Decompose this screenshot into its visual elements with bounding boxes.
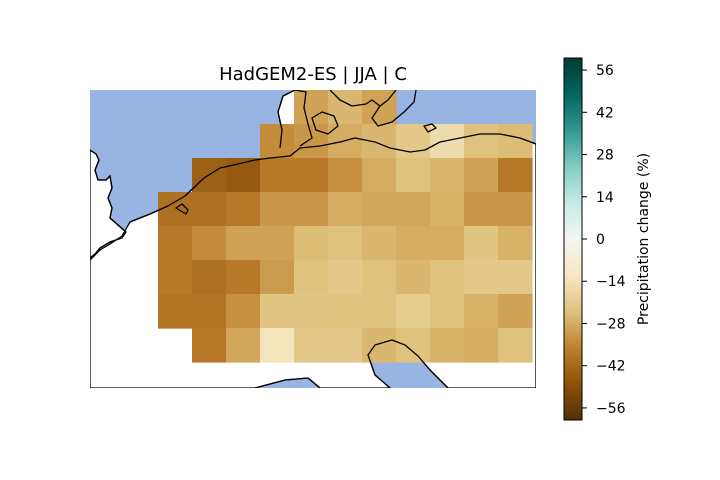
grid-cell-r4-c10 xyxy=(430,226,465,261)
colorbar-tick-label: 42 xyxy=(596,105,614,121)
grid-cell-r1-c9 xyxy=(396,124,431,159)
coastline-denmark xyxy=(277,90,313,149)
grid-cell-r6-c9 xyxy=(396,294,431,329)
grid-cell-r7-c3 xyxy=(192,328,227,363)
coastlines xyxy=(90,90,536,388)
grid-cell-r7-c4 xyxy=(226,328,261,363)
coastline-north-sea xyxy=(129,133,536,223)
grid-cell-r5-c6 xyxy=(294,260,329,295)
grid-cell-r2-c9 xyxy=(396,158,431,193)
grid-cell-r2-c11 xyxy=(464,158,499,193)
grid-cell-r4-c3 xyxy=(192,226,227,261)
grid-cell-r2-c7 xyxy=(328,158,363,193)
grid-cell-r5-c2 xyxy=(158,260,193,295)
grid-cell-r3-c10 xyxy=(430,192,465,227)
grid-cell-r7-c8 xyxy=(362,328,397,363)
colorbar-tick-label: 56 xyxy=(596,63,614,79)
precipitation-grid xyxy=(158,90,533,363)
colorbar: 56 42 28 14 0 −14 −28 −42 −56 Precipitation chan… xyxy=(563,57,652,421)
grid-cell-r3-c4 xyxy=(226,192,261,227)
grid-cell-r3-c9 xyxy=(396,192,431,227)
grid-cell-r4-c11 xyxy=(464,226,499,261)
grid-cell-r5-c9 xyxy=(396,260,431,295)
grid-cell-r6-c7 xyxy=(328,294,363,329)
map-area xyxy=(90,90,536,388)
grid-cell-r2-c4 xyxy=(226,158,261,193)
grid-cell-r7-c11 xyxy=(464,328,499,363)
grid-cell-r7-c12 xyxy=(498,328,533,363)
grid-cell-r1-c12 xyxy=(498,124,533,159)
grid-cell-r5-c7 xyxy=(328,260,363,295)
grid-cell-r4-c7 xyxy=(328,226,363,261)
grid-cell-r4-c6 xyxy=(294,226,329,261)
colorbar-tick-label: 0 xyxy=(596,232,605,248)
grid-cell-r7-c9 xyxy=(396,328,431,363)
colorbar-tick-label: −14 xyxy=(596,274,626,290)
grid-cell-r3-c8 xyxy=(362,192,397,227)
grid-cell-r3-c3 xyxy=(192,192,227,227)
grid-cell-r6-c8 xyxy=(362,294,397,329)
grid-cell-r3-c12 xyxy=(498,192,533,227)
grid-cell-r6-c10 xyxy=(430,294,465,329)
grid-cell-r6-c5 xyxy=(260,294,295,329)
grid-cell-r2-c5 xyxy=(260,158,295,193)
grid-cell-r3-c11 xyxy=(464,192,499,227)
grid-cell-r5-c8 xyxy=(362,260,397,295)
colorbar-ticks: 56 42 28 14 0 −14 −28 −42 −56 xyxy=(582,63,626,417)
colorbar-tick-label: −56 xyxy=(596,401,626,417)
grid-cell-r0-c6 xyxy=(294,90,329,125)
grid-cell-r1-c8 xyxy=(362,124,397,159)
grid-cell-r5-c3 xyxy=(192,260,227,295)
coastline-sweden-south xyxy=(371,90,417,127)
colorbar-tick-label: 14 xyxy=(596,190,614,206)
grid-cell-r3-c6 xyxy=(294,192,329,227)
grid-cell-r5-c4 xyxy=(226,260,261,295)
grid-cell-r6-c11 xyxy=(464,294,499,329)
grid-cell-r2-c6 xyxy=(294,158,329,193)
coastline-britain xyxy=(90,149,127,259)
coastline-baltic-island xyxy=(423,123,437,133)
grid-cell-r6-c6 xyxy=(294,294,329,329)
grid-cell-r6-c3 xyxy=(192,294,227,329)
grid-cell-r4-c12 xyxy=(498,226,533,261)
map-title: HadGEM2-ES | JJA | C xyxy=(219,64,407,85)
grid-cell-r4-c4 xyxy=(226,226,261,261)
coastline-frisian xyxy=(175,203,189,215)
grid-cell-r1-c5 xyxy=(260,124,295,159)
coastline-adriatic xyxy=(367,339,449,388)
grid-cell-r6-c12 xyxy=(498,294,533,329)
grid-cell-r4-c9 xyxy=(396,226,431,261)
grid-cell-r0-c7 xyxy=(328,90,363,125)
colorbar-label: Precipitation change (%) xyxy=(636,153,652,325)
coastline-zealand xyxy=(311,111,339,135)
grid-cell-r3-c7 xyxy=(328,192,363,227)
grid-cell-r2-c12 xyxy=(498,158,533,193)
grid-cell-r6-c4 xyxy=(226,294,261,329)
grid-cell-r3-c5 xyxy=(260,192,295,227)
grid-cell-r5-c10 xyxy=(430,260,465,295)
grid-cell-r5-c12 xyxy=(498,260,533,295)
colorbar-tick-label: −42 xyxy=(596,359,626,375)
grid-cell-r4-c5 xyxy=(260,226,295,261)
colorbar-tick-label: −28 xyxy=(596,316,626,332)
grid-cell-r2-c10 xyxy=(430,158,465,193)
coastline-scandinavia xyxy=(329,90,397,107)
grid-cell-r1-c6 xyxy=(294,124,329,159)
grid-cell-r7-c6 xyxy=(294,328,329,363)
colorbar-scale xyxy=(563,57,583,421)
grid-cell-r1-c10 xyxy=(430,124,465,159)
grid-cell-r4-c2 xyxy=(158,226,193,261)
grid-cell-r4-c8 xyxy=(362,226,397,261)
colorbar-tick-label: 28 xyxy=(596,148,614,164)
grid-cell-r5-c11 xyxy=(464,260,499,295)
grid-cell-r6-c2 xyxy=(158,294,193,329)
grid-cell-r7-c7 xyxy=(328,328,363,363)
coastline-tyrrhenian xyxy=(254,377,321,388)
grid-cell-r2-c8 xyxy=(362,158,397,193)
grid-cell-r7-c5 xyxy=(260,328,295,363)
grid-cell-r1-c11 xyxy=(464,124,499,159)
grid-cell-r5-c5 xyxy=(260,260,295,295)
grid-cell-r7-c10 xyxy=(430,328,465,363)
